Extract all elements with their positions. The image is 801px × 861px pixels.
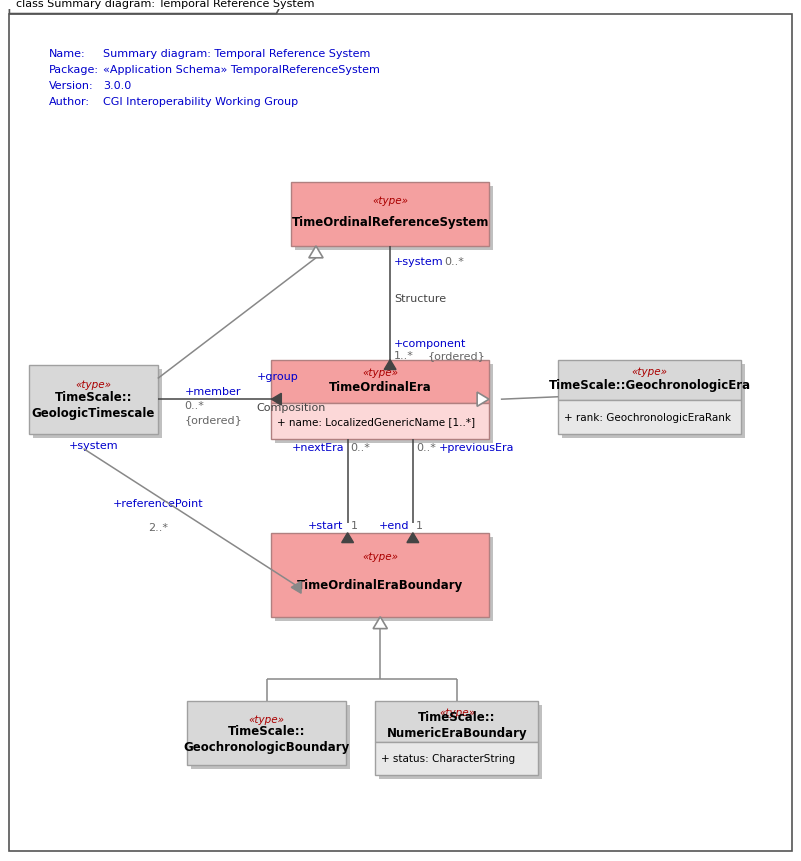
Text: TimeOrdinalEra: TimeOrdinalEra [329, 381, 432, 393]
Text: «type»: «type» [632, 367, 668, 376]
Text: 0..*: 0..* [351, 443, 370, 452]
Bar [376, 701, 538, 741]
Polygon shape [407, 533, 419, 543]
Polygon shape [309, 246, 323, 258]
Text: «type»: «type» [362, 368, 398, 377]
Text: 1..*: 1..* [394, 350, 414, 361]
Text: «type»: «type» [248, 714, 284, 724]
Text: 1: 1 [351, 520, 357, 530]
Bar [33, 369, 162, 438]
Bar [376, 741, 538, 775]
Bar [292, 183, 489, 246]
Text: +end: +end [378, 520, 409, 530]
Text: + rank: GeochronologicEraRank: + rank: GeochronologicEraRank [564, 412, 731, 423]
Text: 1: 1 [416, 520, 423, 530]
Text: Version:: Version: [49, 81, 94, 90]
Text: 0..*: 0..* [184, 400, 204, 411]
Polygon shape [384, 360, 396, 370]
Bar [272, 533, 489, 617]
Text: 3.0.0: 3.0.0 [103, 81, 131, 90]
Polygon shape [342, 533, 353, 543]
Text: +system: +system [69, 440, 119, 450]
Text: +group: +group [256, 372, 299, 382]
Text: +member: +member [184, 387, 241, 397]
Text: +nextEra: +nextEra [292, 443, 344, 452]
Bar [562, 364, 745, 438]
Text: + name: LocalizedGenericName [1..*]: + name: LocalizedGenericName [1..*] [277, 417, 476, 426]
Text: Structure: Structure [394, 294, 446, 304]
Bar [558, 360, 741, 401]
Text: 2..*: 2..* [147, 523, 167, 532]
Text: 0..*: 0..* [416, 443, 436, 452]
Text: TimeScale::
NumericEraBoundary: TimeScale:: NumericEraBoundary [387, 710, 527, 739]
Polygon shape [272, 393, 281, 406]
Bar [187, 701, 345, 765]
Text: + status: CharacterString: + status: CharacterString [381, 753, 515, 764]
Bar [558, 401, 741, 434]
Bar [29, 365, 158, 434]
Text: «type»: «type» [372, 195, 409, 206]
Text: +component: +component [394, 338, 466, 349]
Text: +previousEra: +previousEra [439, 443, 514, 452]
Text: {ordered}: {ordered} [184, 414, 242, 424]
Text: «type»: «type» [362, 552, 398, 561]
Text: TimeOrdinalReferenceSystem: TimeOrdinalReferenceSystem [292, 216, 489, 229]
Text: {ordered}: {ordered} [428, 350, 485, 361]
Bar [276, 364, 493, 443]
Bar [296, 186, 493, 251]
Text: «Application Schema» TemporalReferenceSystem: «Application Schema» TemporalReferenceSy… [103, 65, 380, 75]
Text: CGI Interoperability Working Group: CGI Interoperability Working Group [103, 96, 299, 107]
Text: Package:: Package: [49, 65, 99, 75]
Text: «type»: «type» [439, 708, 475, 717]
Text: +system: +system [394, 257, 444, 267]
Text: 0..*: 0..* [445, 257, 465, 267]
Bar [272, 360, 489, 404]
Bar [276, 537, 493, 621]
Bar [379, 705, 542, 779]
Text: TimeScale::
GeochronologicBoundary: TimeScale:: GeochronologicBoundary [183, 724, 350, 753]
Bar [272, 404, 489, 439]
Text: Name:: Name: [49, 49, 86, 59]
Polygon shape [477, 393, 489, 407]
Polygon shape [10, 0, 288, 15]
Text: class Summary diagram: Temporal Reference System: class Summary diagram: Temporal Referenc… [16, 0, 315, 9]
Text: +referencePoint: +referencePoint [112, 499, 203, 509]
Text: Summary diagram: Temporal Reference System: Summary diagram: Temporal Reference Syst… [103, 49, 371, 59]
Polygon shape [373, 617, 388, 629]
Polygon shape [292, 582, 301, 593]
Text: +start: +start [308, 520, 344, 530]
Text: «type»: «type» [75, 380, 111, 389]
Text: Composition: Composition [256, 403, 326, 412]
Text: TimeOrdinalEraBoundary: TimeOrdinalEraBoundary [297, 579, 463, 592]
Text: TimeScale::GeochronologicEra: TimeScale::GeochronologicEra [549, 379, 751, 392]
Text: TimeScale::
GeologicTimescale: TimeScale:: GeologicTimescale [32, 391, 155, 420]
Bar [191, 705, 349, 769]
Text: Author:: Author: [49, 96, 90, 107]
